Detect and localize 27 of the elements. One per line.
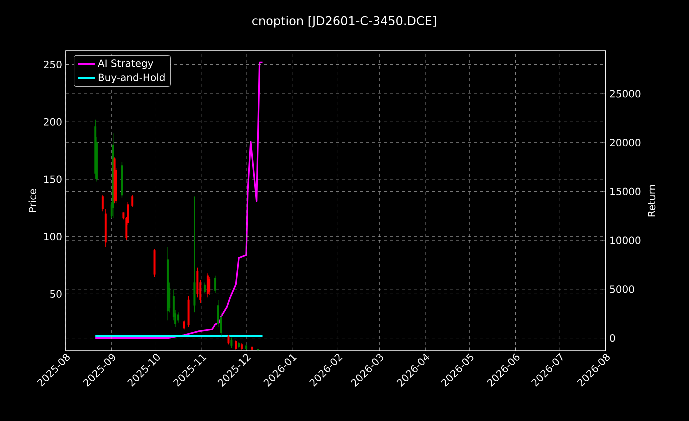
- candlestick: [204, 282, 206, 294]
- legend-label: Buy-and-Hold: [98, 74, 165, 84]
- y-tick-label: 100: [44, 233, 62, 241]
- y2-tick-label: 5000: [610, 286, 634, 294]
- candlestick: [194, 196, 196, 313]
- y-tick-label: 150: [44, 176, 62, 184]
- candlestick: [183, 320, 186, 330]
- line-series: [94, 62, 264, 340]
- candlestick: [132, 195, 134, 208]
- y2-tick-label: 20000: [610, 139, 641, 147]
- candlestick: [177, 312, 180, 324]
- y-tick-label: 50: [50, 290, 62, 298]
- y2-tick-label: 15000: [610, 188, 641, 196]
- candlestick: [102, 195, 104, 212]
- y-tick-label: 250: [44, 60, 62, 69]
- candlestick: [235, 340, 238, 351]
- y-tick-label: 200: [44, 118, 62, 126]
- y2-tick-label: 10000: [610, 236, 641, 244]
- candlestick: [214, 276, 216, 294]
- y2-tick-label: 0: [610, 334, 616, 342]
- candlestick: [230, 337, 233, 348]
- y2-tick-label: 25000: [610, 90, 641, 98]
- y-axis-title: Price: [28, 189, 37, 212]
- legend-label: AI Strategy: [98, 60, 154, 70]
- candlestick: [228, 335, 230, 346]
- y2-axis-title: Return: [648, 185, 656, 217]
- chart-title: cnoption [JD2601-C-3450.DCE]: [252, 16, 436, 28]
